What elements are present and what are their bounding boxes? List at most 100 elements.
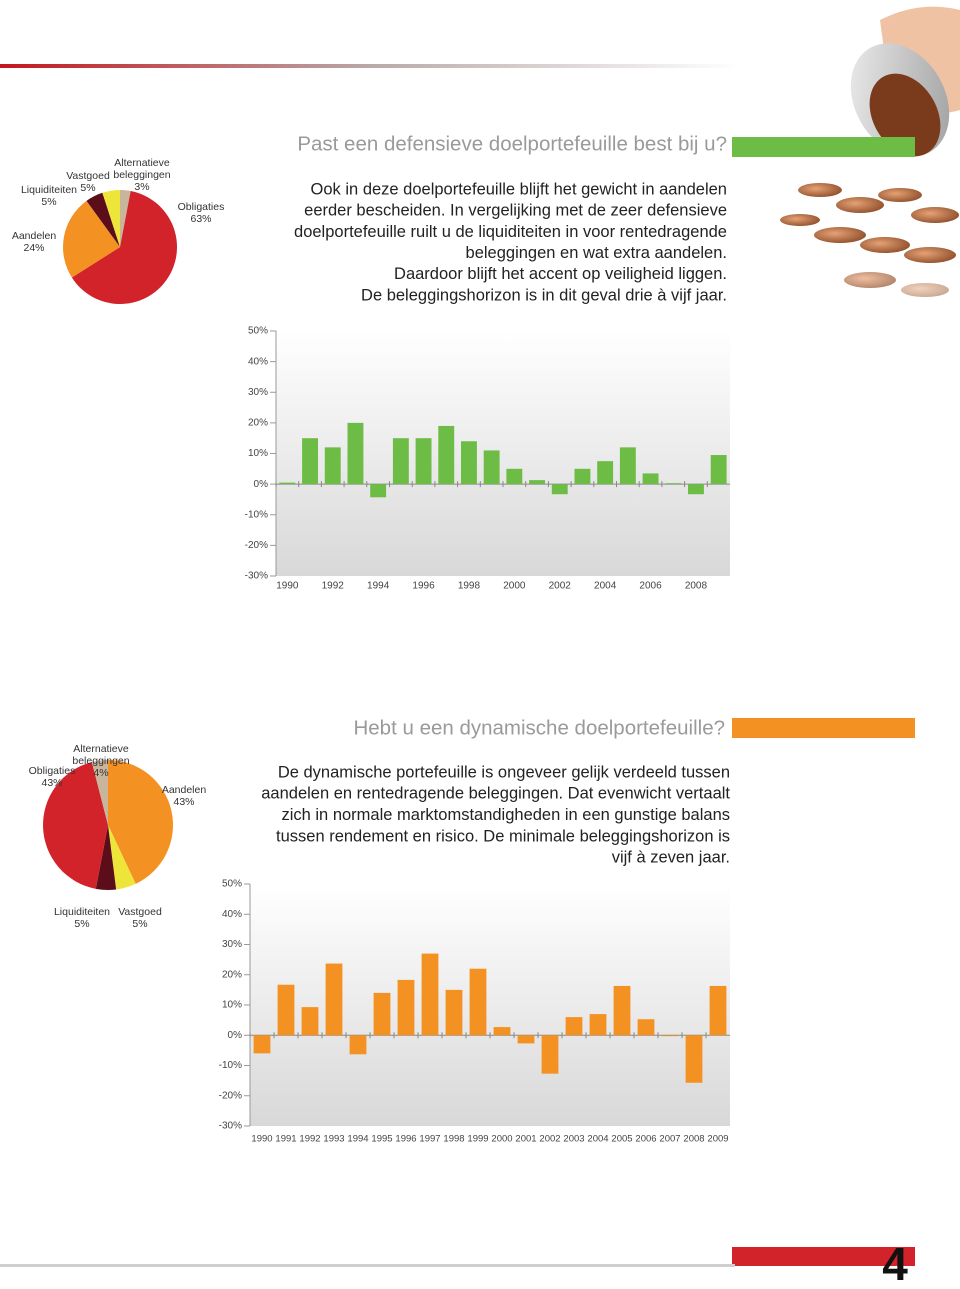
x-tick-label: 2002: [539, 1134, 560, 1145]
paragraph-line: De beleggingshorizon is in dit geval dri…: [361, 286, 727, 304]
x-tick-label: 1990: [276, 581, 299, 592]
pie-label-name: Liquiditeiten: [53, 906, 111, 918]
header-rule: [0, 64, 740, 68]
bar: [709, 985, 727, 1036]
x-tick-label: 2008: [683, 1134, 704, 1145]
y-tick-label: -30%: [245, 571, 268, 582]
bar: [619, 447, 636, 485]
x-tick-label: 1997: [419, 1134, 440, 1145]
bar: [541, 1035, 559, 1074]
bar: [493, 1027, 511, 1036]
pie-slice: [120, 190, 131, 247]
x-tick-label: 2002: [549, 581, 572, 592]
x-tick-label: 2005: [611, 1134, 632, 1145]
y-tick-label: 40%: [222, 909, 242, 920]
pie-label-value: 5%: [132, 918, 148, 930]
y-tick-label: -20%: [245, 540, 268, 551]
x-tick-label: 1995: [371, 1134, 392, 1145]
bar: [392, 438, 409, 485]
x-tick-label: 1990: [251, 1134, 272, 1145]
bar: [483, 450, 500, 485]
pie-label-name: Vastgoed: [118, 906, 162, 918]
x-tick-label: 1998: [458, 581, 481, 592]
plot-background: [250, 884, 730, 1126]
bar: [347, 422, 364, 485]
bar: [277, 984, 295, 1036]
x-tick-label: 2004: [587, 1134, 608, 1145]
y-tick-label: -30%: [219, 1121, 242, 1132]
pie-label-value: 5%: [80, 182, 96, 194]
paragraph-line: tussen rendement en risico. De minimale …: [276, 827, 730, 845]
y-tick-label: 20%: [222, 969, 242, 980]
pie-slice: [108, 760, 174, 884]
bar: [710, 455, 727, 485]
bar: [661, 1035, 679, 1037]
x-tick-label: 1993: [323, 1134, 344, 1145]
pie-label-value: 24%: [23, 242, 45, 254]
x-tick-label: 2006: [635, 1134, 656, 1145]
y-tick-label: 30%: [222, 939, 242, 950]
pie-slice: [102, 190, 120, 247]
pie-label: Alternatieve beleggingen 3%: [109, 157, 175, 193]
bar: [302, 438, 318, 485]
pie-slice: [71, 191, 178, 304]
pie-label: Liquiditeiten 5%: [16, 184, 82, 208]
page-number: 4: [882, 1238, 908, 1289]
paragraph-line: Daardoor blijft het accent op veiligheid…: [394, 265, 727, 283]
x-tick-label: 1994: [367, 581, 390, 592]
bar: [324, 447, 341, 485]
pie-label: Aandelen 24%: [1, 230, 67, 254]
pie-label: Vastgoed 5%: [55, 170, 121, 194]
bar: [370, 484, 387, 498]
y-tick-label: 50%: [248, 326, 268, 337]
x-tick-label: 1991: [275, 1134, 296, 1145]
accent-bar: [732, 137, 915, 157]
pie-slice: [86, 192, 120, 247]
pie-label-name: Obligaties: [177, 201, 225, 213]
pie-label-name: Alternatieve beleggingen: [72, 743, 130, 767]
bar: [373, 992, 391, 1036]
paragraph-line: eerder bescheiden. In vergelijking met d…: [304, 202, 727, 220]
pie-slice: [63, 200, 120, 278]
y-tick-label: 30%: [248, 387, 268, 398]
x-tick-label: 2003: [563, 1134, 584, 1145]
pie-label: Liquiditeiten 5%: [49, 906, 115, 930]
pie-label-name: Liquiditeiten: [20, 184, 78, 196]
pie-label-name: Aandelen: [11, 230, 57, 242]
y-tick-label: 0%: [254, 479, 269, 490]
pie-label-value: 3%: [134, 181, 150, 193]
pie-slice: [43, 762, 108, 889]
pie-slice: [91, 760, 108, 825]
x-tick-label: 2008: [685, 581, 708, 592]
y-tick-label: -10%: [245, 509, 268, 520]
bar: [461, 441, 477, 485]
pie-slice: [108, 825, 136, 890]
pie-label: Obligaties 43%: [19, 765, 85, 789]
pie-label: Alternatieve beleggingen 4%: [68, 743, 134, 779]
bar: [325, 963, 343, 1036]
footer-bar: [732, 1247, 915, 1266]
x-tick-label: 1992: [299, 1134, 320, 1145]
y-tick-label: 10%: [222, 1000, 242, 1011]
pie-label-value: 5%: [74, 918, 90, 930]
pie-label: Vastgoed 5%: [107, 906, 173, 930]
bar: [685, 1035, 703, 1083]
bar: [597, 461, 614, 485]
pie-label-value: 4%: [93, 767, 109, 779]
pie-label-name: Alternatieve beleggingen: [113, 157, 171, 181]
x-tick-label: 2000: [491, 1134, 512, 1145]
plot-background: [276, 331, 730, 576]
x-tick-label: 1994: [347, 1134, 368, 1145]
x-tick-label: 1998: [443, 1134, 464, 1145]
x-tick-label: 1996: [395, 1134, 416, 1145]
paragraph-line: vijf à zeven jaar.: [612, 849, 730, 867]
x-tick-label: 2004: [594, 581, 617, 592]
y-tick-label: 0%: [228, 1030, 243, 1041]
x-tick-label: 1999: [467, 1134, 488, 1145]
pie-label-value: 5%: [41, 196, 57, 208]
x-tick-label: 1996: [412, 581, 435, 592]
pie-label-value: 43%: [173, 796, 195, 808]
x-tick-label: 2009: [707, 1134, 728, 1145]
y-tick-label: -20%: [219, 1090, 242, 1101]
pie-label-name: Vastgoed: [66, 170, 110, 182]
